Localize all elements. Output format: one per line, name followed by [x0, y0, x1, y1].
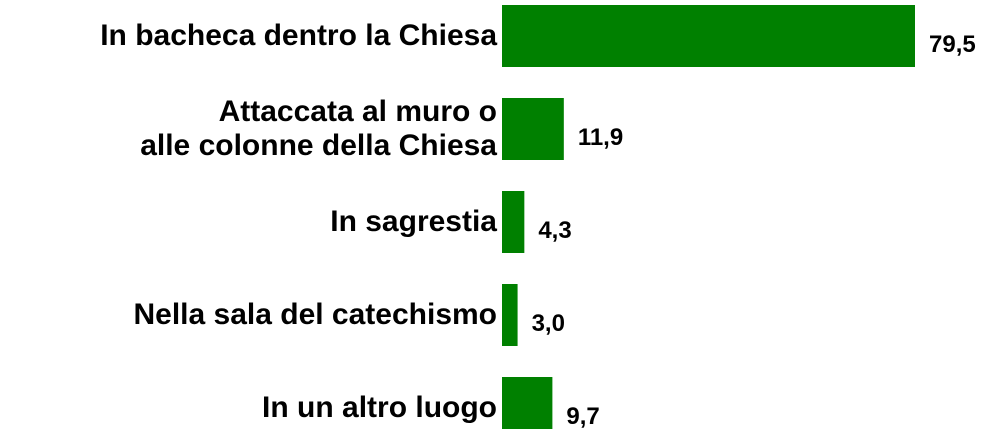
- bar: [502, 377, 553, 429]
- category-label: In un altro luogo: [262, 391, 497, 424]
- category-label: Attaccata al muro o alle colonne della C…: [140, 95, 497, 162]
- value-label: 79,5: [929, 31, 976, 58]
- category-label: In bacheca dentro la Chiesa: [100, 19, 497, 52]
- bar: [502, 284, 518, 346]
- value-label: 4,3: [538, 217, 572, 244]
- category-label: In sagrestia: [330, 205, 497, 238]
- bar: [502, 98, 564, 160]
- value-label: 11,9: [577, 124, 624, 151]
- value-label: 9,7: [566, 403, 600, 429]
- category-label: Nella sala del catechismo: [133, 298, 497, 331]
- value-label: 3,0: [531, 310, 565, 337]
- bar: [502, 191, 525, 253]
- bar: [502, 5, 915, 67]
